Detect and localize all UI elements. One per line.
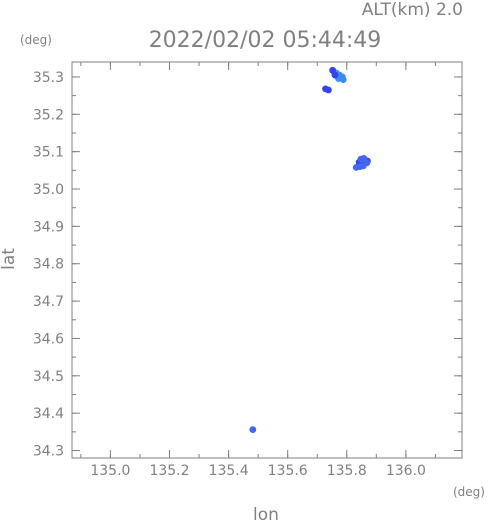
echo-point — [363, 159, 371, 167]
echo-series — [249, 154, 371, 434]
x-tick-label: 135.2 — [149, 463, 189, 479]
axis-ticks — [72, 62, 462, 458]
y-axis-label: lat — [0, 248, 19, 270]
y-tick-label: 35.0 — [33, 182, 64, 198]
y-tick-label: 34.7 — [33, 294, 64, 310]
x-tick-label: 135.0 — [90, 463, 130, 479]
x-tick-label: 135.8 — [327, 463, 367, 479]
y-tick-label: 35.2 — [33, 107, 64, 123]
y-tick-label: 35.1 — [33, 145, 64, 161]
plot-frame — [71, 61, 463, 459]
x-tick-label: 135.4 — [209, 463, 249, 479]
y-tick-label: 34.3 — [33, 444, 64, 460]
echo-point — [339, 76, 347, 83]
y-tick-label: 35.3 — [33, 70, 64, 86]
echo-point — [325, 86, 332, 94]
tick-labels: 135.0 135.2 135.4 135.6 135.8 136.0 34.3 34.4 34… — [33, 70, 426, 479]
y-tick-label: 34.6 — [33, 331, 64, 347]
altitude-label: ALT(km) 2.0 — [362, 0, 463, 20]
echo-points — [249, 66, 371, 434]
y-unit-label: (deg) — [20, 33, 52, 47]
y-tick-label: 34.8 — [33, 257, 64, 273]
x-axis-label: lon — [253, 505, 279, 521]
echo-point — [331, 71, 339, 79]
x-tick-label: 135.6 — [268, 463, 308, 479]
x-tick-label: 136.0 — [386, 463, 426, 479]
y-tick-label: 34.5 — [33, 369, 64, 385]
echo-series — [322, 66, 371, 168]
chart-title: 2022/02/02 05:44:49 — [149, 28, 382, 53]
echo-point — [249, 426, 257, 434]
y-tick-label: 34.9 — [33, 219, 64, 235]
x-unit-label: (deg) — [453, 485, 485, 499]
y-tick-label: 34.4 — [33, 406, 64, 422]
